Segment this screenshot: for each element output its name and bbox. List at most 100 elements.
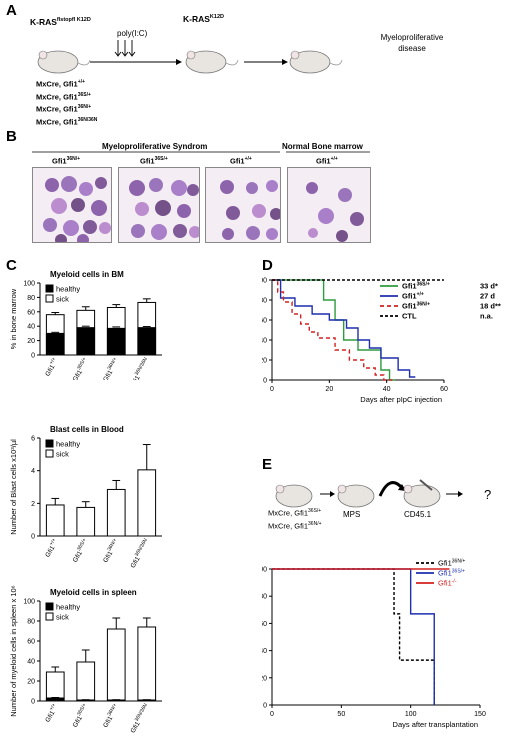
mouse-icon (275, 484, 313, 508)
cell-image (149, 178, 163, 192)
cell-image (246, 226, 260, 240)
micro-col-label-4: Gfi1+/+ (316, 156, 338, 166)
survival-line (272, 279, 396, 381)
y-tick-label: 40 (262, 338, 267, 345)
legend-label-healthy: healthy (56, 603, 80, 612)
cell-image (222, 228, 234, 240)
panel-letter-d: D (262, 257, 273, 274)
genotype-base: MxCre, Gfi1 (268, 521, 309, 530)
label-base: CTL (402, 312, 417, 321)
legend-label-healthy: healthy (56, 440, 80, 449)
bar-sick (76, 661, 96, 702)
label-base: Gfi1 (72, 715, 84, 729)
kras-mid-text: K-RAS (183, 14, 210, 24)
legend-swatch-sick (45, 612, 54, 621)
mouse-icon (289, 50, 343, 74)
y-tick-label: 0 (31, 699, 35, 706)
mouse-icon (403, 484, 441, 508)
y-tick-label: 100 (262, 278, 267, 285)
cell-image (79, 182, 93, 196)
category-label: Gfi136N/36N (128, 702, 152, 734)
mouse-icon (37, 50, 91, 74)
label-sup: 36N/+ (106, 537, 118, 552)
arrow-head-icon (330, 491, 335, 497)
label-base: Gfi1 (72, 550, 84, 564)
micro-col-label-3: Gfi1+/+ (230, 156, 252, 166)
cell-image (71, 198, 85, 212)
category-label: Gfi136N/+ (100, 702, 121, 729)
recipient-label: CD45.1 (404, 510, 432, 519)
y-tick-label: 2 (31, 501, 35, 508)
y-tick-label: 20 (262, 675, 267, 682)
x-axis-label: Days after transplantation (393, 720, 478, 729)
x-tick-label: 100 (405, 711, 417, 718)
label-base: Gfi1 (402, 302, 417, 311)
arrow-head-icon (458, 491, 463, 497)
bar-healthy (137, 327, 157, 356)
cell-image (336, 230, 348, 242)
normal-bm-group-label: Normal Bone marrow (282, 142, 363, 151)
panel-e-schematic (275, 479, 463, 508)
legend-annotation: 33 d* (480, 282, 498, 291)
label-sup: +/+ (417, 292, 424, 298)
y-tick-label: 6 (31, 436, 35, 443)
genotype-sup: 36S/+ (77, 91, 91, 98)
cell-image (45, 178, 59, 192)
y-tick-label: 60 (262, 318, 267, 325)
cell-image (318, 208, 334, 224)
micrograph-36s (118, 167, 200, 243)
genotype-sup: +/+ (77, 79, 85, 85)
chart-myeloid-bm: Myeloid cells in BM 0 20 40 60 80 100 % in bone… (9, 270, 162, 380)
category-label: Gfi136S/+ (70, 537, 90, 563)
label-base: Gfi1 (102, 369, 114, 380)
y-tick-label: 80 (262, 594, 267, 601)
legend-label-sick: sick (56, 295, 69, 304)
cell-image (187, 184, 199, 196)
legend-label: Gfi1-/- (438, 579, 457, 588)
label-base: Gfi1 (44, 363, 56, 377)
legend-swatch-healthy (45, 602, 54, 611)
kras-flstop-label: K-RASflstopfl K12D (30, 17, 91, 27)
x-tick-label: 150 (474, 711, 486, 718)
genotype-base: MxCre, Gfi1 (268, 508, 309, 518)
label-base: Gfi1 (102, 550, 114, 564)
micrograph-36n (32, 167, 112, 243)
polyic-label: poly(I:C) (117, 29, 148, 38)
survival-line (272, 279, 416, 378)
cell-image (338, 188, 352, 202)
label-sup: +/+ (49, 356, 58, 365)
cell-image (51, 198, 67, 214)
y-tick-label: 0 (263, 378, 267, 385)
y-tick-label: 80 (27, 619, 35, 626)
col-sup: +/+ (244, 156, 252, 162)
x-tick-label: 0 (270, 386, 274, 393)
injection-arrows-icon (114, 40, 136, 57)
y-tick-label: 20 (262, 358, 267, 365)
legend-label-sick: sick (56, 450, 69, 459)
arrow-icon (90, 59, 182, 65)
y-tick-label: 100 (23, 281, 35, 288)
transfer-arrow-icon (378, 481, 404, 497)
label-sup: -/- (452, 579, 457, 585)
cell-image (95, 177, 107, 189)
mps-label: MPS (343, 510, 361, 519)
col-sup: +/+ (330, 156, 338, 162)
y-tick-label: 40 (27, 659, 35, 666)
genotype-base: MxCre, Gfi1 (36, 79, 78, 89)
legend-label: Gfi136N/+ (438, 559, 465, 568)
bar-sick (106, 488, 126, 537)
cell-image (226, 206, 240, 220)
label-base: Gfi1 (102, 715, 114, 729)
cell-image (266, 228, 278, 240)
col-base: Gfi1 (230, 156, 245, 166)
legend-swatch-healthy (45, 284, 54, 293)
outcome-label: Myeloproliferative disease (380, 33, 444, 53)
bar-sick (76, 506, 96, 537)
label-sup: 36N/36N (134, 702, 149, 722)
label-base: Gfi1 (402, 282, 417, 291)
y-axis-label: Number of myeloid cells in spleen x 10⁶ (9, 585, 18, 716)
label-base: Gfi1 (44, 709, 56, 723)
cell-image (151, 224, 167, 240)
y-tick-label: 20 (27, 679, 35, 686)
label-base: Gfi1 (130, 555, 142, 569)
